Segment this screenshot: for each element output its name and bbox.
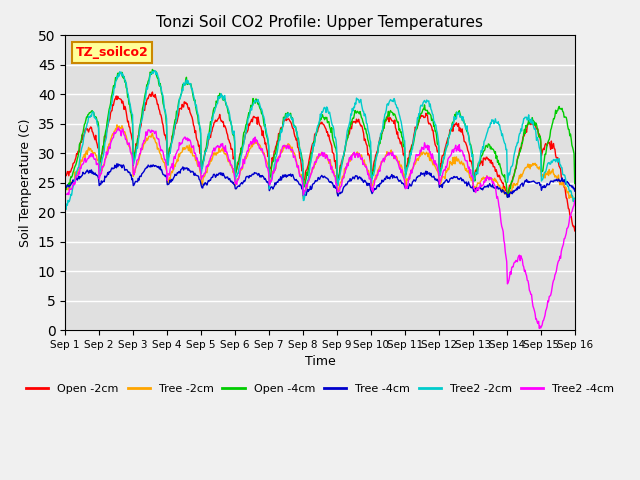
Tree2 -4cm (175, 140, 183, 145)
Line: Tree2 -2cm: Tree2 -2cm (65, 71, 575, 210)
Line: Tree -2cm: Tree -2cm (65, 125, 575, 201)
Tree -4cm (113, 161, 121, 167)
Tree2 -4cm (397, 170, 405, 176)
Open -4cm (504, 194, 511, 200)
Tree -4cm (202, 181, 210, 187)
Tree2 -2cm (71, 176, 79, 181)
Y-axis label: Soil Temperature (C): Soil Temperature (C) (19, 119, 33, 247)
Open -4cm (148, 67, 156, 72)
Tree -4cm (70, 180, 78, 185)
Title: Tonzi Soil CO2 Profile: Upper Temperatures: Tonzi Soil CO2 Profile: Upper Temperatur… (157, 15, 483, 30)
Tree2 -2cm (398, 123, 406, 129)
Legend: Open -2cm, Tree -2cm, Open -4cm, Tree -4cm, Tree2 -2cm, Tree2 -4cm: Open -2cm, Tree -2cm, Open -4cm, Tree -4… (22, 379, 618, 398)
Text: TZ_soilco2: TZ_soilco2 (76, 46, 148, 59)
X-axis label: Time: Time (305, 355, 335, 369)
Tree2 -2cm (176, 96, 184, 102)
Open -2cm (571, 228, 579, 234)
Tree2 -4cm (61, 191, 69, 196)
Tree2 -2cm (571, 195, 579, 201)
Open -2cm (148, 89, 156, 95)
Tree2 -4cm (383, 153, 390, 159)
Tree -2cm (61, 186, 69, 192)
Tree -4cm (397, 179, 405, 185)
Open -2cm (202, 145, 210, 151)
Open -2cm (123, 114, 131, 120)
Open -4cm (571, 180, 579, 186)
Open -4cm (70, 165, 78, 170)
Tree2 -4cm (202, 164, 210, 169)
Open -2cm (383, 118, 390, 123)
Open -4cm (383, 115, 390, 120)
Tree -2cm (571, 195, 579, 201)
Tree2 -4cm (70, 181, 78, 187)
Tree -4cm (124, 168, 131, 174)
Tree2 -2cm (203, 144, 211, 150)
Tree -2cm (202, 169, 210, 175)
Open -4cm (397, 129, 405, 134)
Open -4cm (123, 85, 131, 91)
Open -2cm (175, 106, 183, 111)
Open -4cm (202, 145, 210, 151)
Tree2 -4cm (536, 325, 543, 331)
Tree2 -2cm (383, 102, 391, 108)
Tree -2cm (397, 162, 405, 168)
Tree -2cm (70, 177, 78, 182)
Open -2cm (70, 159, 78, 165)
Open -2cm (397, 139, 405, 145)
Open -2cm (61, 171, 69, 177)
Tree -2cm (124, 141, 131, 147)
Tree -2cm (113, 122, 121, 128)
Open -4cm (175, 97, 183, 103)
Tree2 -2cm (62, 207, 70, 213)
Tree2 -2cm (150, 68, 158, 73)
Tree2 -2cm (61, 204, 69, 210)
Line: Open -4cm: Open -4cm (65, 70, 575, 197)
Tree2 -2cm (124, 90, 131, 96)
Tree -4cm (61, 185, 69, 191)
Tree -4cm (383, 174, 390, 180)
Tree -2cm (570, 198, 577, 204)
Line: Tree -4cm: Tree -4cm (65, 164, 575, 197)
Tree -4cm (571, 188, 579, 194)
Tree -4cm (175, 168, 183, 174)
Tree -2cm (383, 153, 390, 159)
Tree2 -4cm (115, 125, 122, 131)
Line: Tree2 -4cm: Tree2 -4cm (65, 128, 575, 328)
Tree -2cm (175, 154, 183, 159)
Tree -4cm (504, 194, 511, 200)
Tree2 -4cm (571, 198, 579, 204)
Tree2 -4cm (124, 142, 131, 147)
Open -4cm (61, 185, 69, 191)
Line: Open -2cm: Open -2cm (65, 92, 575, 231)
